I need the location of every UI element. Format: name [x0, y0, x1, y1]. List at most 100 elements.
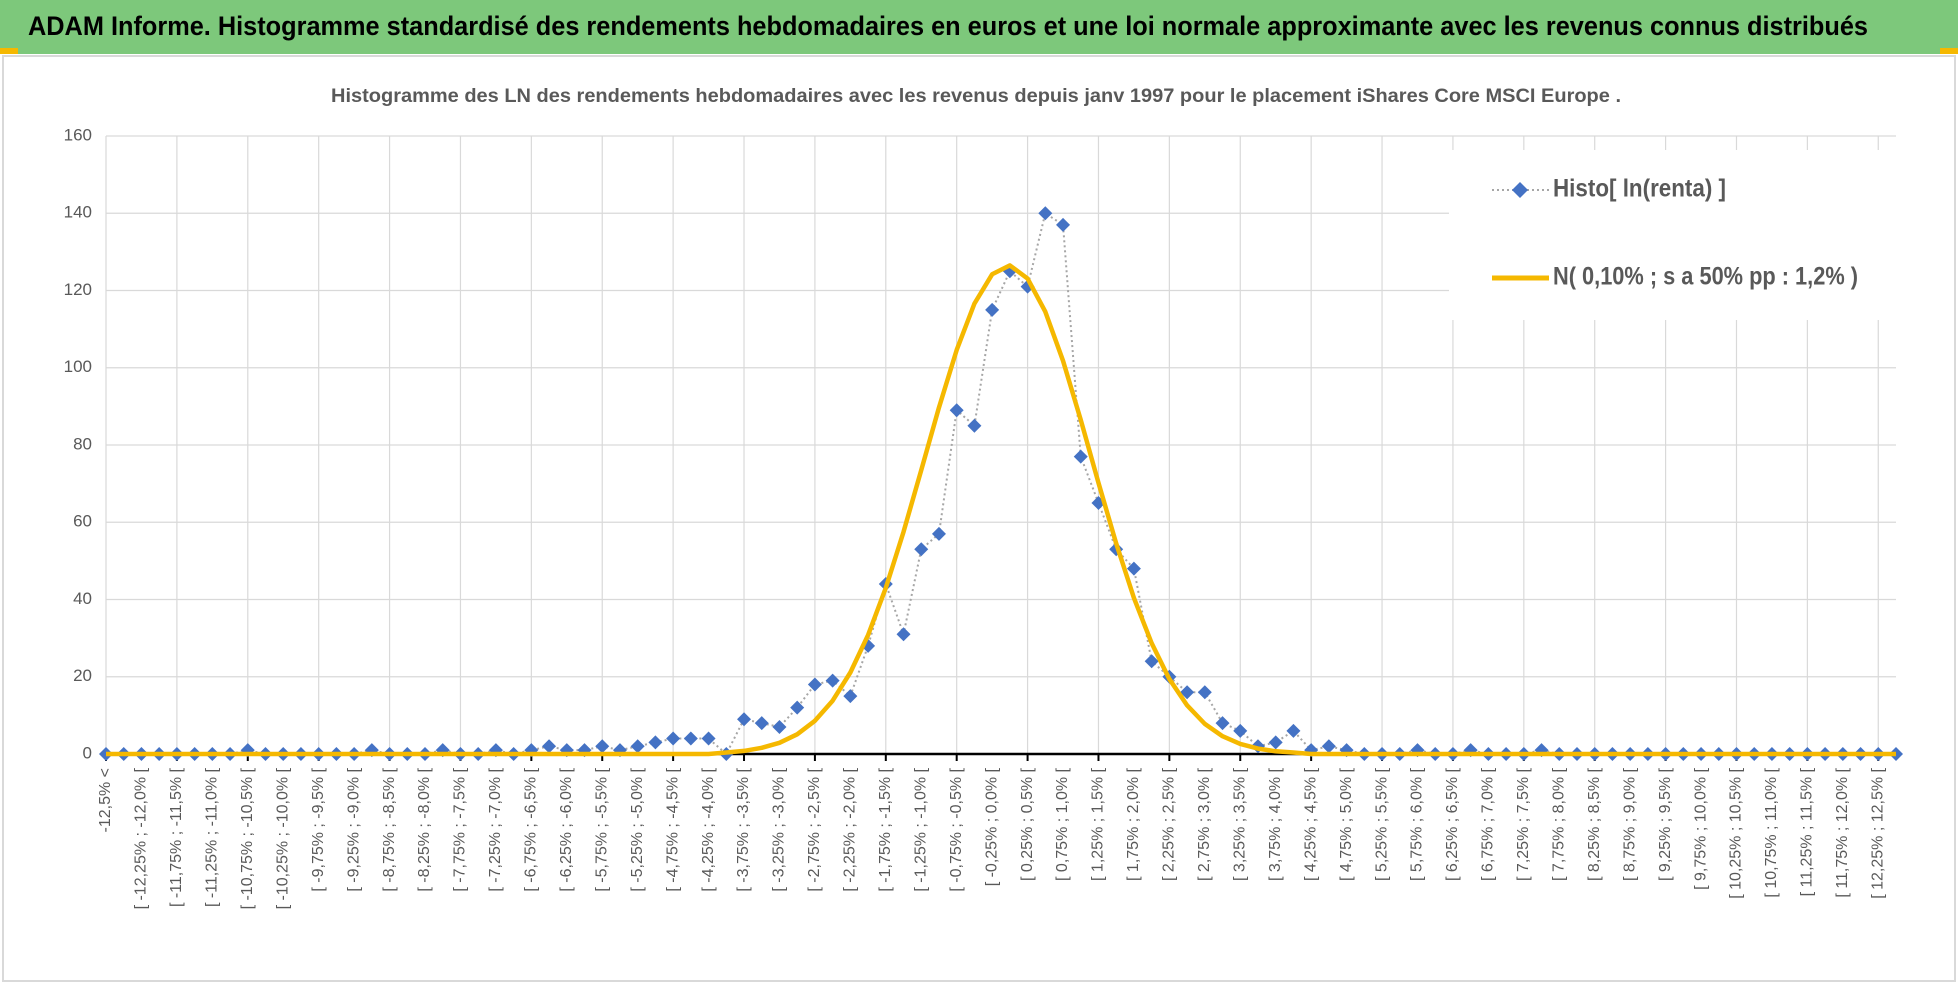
x-tick-label: [ 0,25% ; 0,5% [ [1019, 767, 1036, 881]
data-point [843, 689, 858, 704]
x-tick-label: [ -4,25% ; -4,0% [ [700, 767, 717, 891]
x-tick-label: [ 3,75% ; 4,0% [ [1267, 767, 1284, 881]
y-tick-label: 60 [73, 512, 92, 531]
page-title: ADAM Informe. Histogramme standardisé de… [28, 11, 1868, 41]
x-tick-label: [ -6,75% ; -6,5% [ [523, 767, 540, 891]
data-point [648, 735, 663, 750]
y-tick-label: 40 [73, 589, 92, 608]
chart-title: Histogramme des LN des rendements hebdom… [331, 86, 1621, 107]
x-tick-label: [ -11,25% ; -11,0% [ [204, 767, 221, 907]
data-point [542, 739, 557, 754]
x-tick-label: [ -1,75% ; -1,5% [ [877, 767, 894, 891]
x-tick-label: [ -7,75% ; -7,5% [ [452, 767, 469, 891]
data-point [666, 731, 681, 746]
x-tick-label: [ -4,75% ; -4,5% [ [664, 767, 681, 891]
x-tick-label: [ -10,25% ; -10,0% [ [274, 767, 291, 909]
x-tick-label: [ -9,25% ; -9,0% [ [345, 767, 362, 891]
x-tick-label: [ -9,75% ; -9,5% [ [310, 767, 327, 891]
x-tick-label: [ -2,75% ; -2,5% [ [806, 767, 823, 891]
x-tick-label: [ -1,25% ; -1,0% [ [912, 767, 929, 891]
data-point [595, 739, 610, 754]
x-tick-label: [ 8,25% ; 8,5% [ [1586, 767, 1603, 881]
data-point [807, 677, 822, 692]
data-point [1197, 685, 1212, 700]
data-point [1038, 206, 1053, 221]
data-point [1286, 723, 1301, 738]
y-tick-label: 20 [73, 666, 92, 685]
data-point [630, 739, 645, 754]
x-tick-label: [ 4,25% ; 4,5% [ [1302, 767, 1319, 881]
chart-frame [2, 55, 1956, 982]
x-tick-label: [ -0,75% ; -0,5% [ [948, 767, 965, 891]
legend-box [1449, 150, 1949, 320]
x-tick-label: [ -5,75% ; -5,5% [ [593, 767, 610, 891]
x-tick-label: [ -3,75% ; -3,5% [ [735, 767, 752, 891]
data-point [701, 731, 716, 746]
legend-label: Histo[ ln(renta) ] [1553, 175, 1726, 203]
data-point [1126, 561, 1141, 576]
x-tick-label: [ -11,75% ; -11,5% [ [168, 767, 185, 907]
data-point [790, 700, 805, 715]
data-point [1233, 723, 1248, 738]
legend-label: N( 0,10% ; s a 50% pp : 1,2% ) [1553, 263, 1858, 291]
data-point [949, 403, 964, 418]
x-tick-label: [ 8,75% ; 9,0% [ [1621, 767, 1638, 881]
x-tick-label: [ 12,25% ; 12,5% [ [1869, 767, 1886, 898]
data-point [1180, 685, 1195, 700]
x-tick-label: [ 3,25% ; 3,5% [ [1231, 767, 1248, 881]
y-tick-label: 0 [83, 743, 92, 762]
x-tick-label: [ 1,75% ; 2,0% [ [1125, 767, 1142, 881]
data-point [737, 712, 752, 727]
x-tick-label: [ 2,25% ; 2,5% [ [1161, 767, 1178, 881]
x-tick-label: [ -12,25% ; -12,0% [ [133, 767, 150, 909]
data-point [754, 716, 769, 731]
corner-accent [1940, 48, 1958, 54]
x-tick-label: [ 5,25% ; 5,5% [ [1373, 767, 1390, 881]
data-point [1056, 217, 1071, 232]
x-tick-label: [ 9,25% ; 9,5% [ [1657, 767, 1674, 881]
x-tick-label: [ 1,25% ; 1,5% [ [1090, 767, 1107, 881]
x-tick-label: [ 0,75% ; 1,0% [ [1054, 767, 1071, 881]
data-point [1321, 739, 1336, 754]
y-tick-label: 120 [64, 280, 92, 299]
x-tick-label: [ 11,75% ; 12,0% [ [1834, 767, 1851, 897]
data-point [1144, 654, 1159, 669]
x-tick-label: [ -10,75% ; -10,5% [ [239, 767, 256, 909]
y-tick-label: 100 [64, 357, 92, 376]
data-point [1215, 716, 1230, 731]
x-tick-label: [ -2,25% ; -2,0% [ [842, 767, 859, 891]
data-point [772, 719, 787, 734]
x-tick-label: [ 7,75% ; 8,0% [ [1550, 767, 1567, 881]
data-point [967, 418, 982, 433]
x-tick-label: [ 6,25% ; 6,5% [ [1444, 767, 1461, 881]
data-point [1268, 735, 1283, 750]
x-tick-label: [ 4,75% ; 5,0% [ [1338, 767, 1355, 881]
x-tick-label: [ 2,75% ; 3,0% [ [1196, 767, 1213, 881]
data-point [985, 302, 1000, 317]
x-tick-label: [ -0,25% ; 0,0% [ [983, 767, 1000, 886]
x-tick-label: [ 6,75% ; 7,0% [ [1480, 767, 1497, 881]
y-tick-label: 140 [64, 203, 92, 222]
x-tick-label: [ -3,25% ; -3,0% [ [771, 767, 788, 891]
legend-marker [1512, 182, 1528, 198]
data-point [931, 526, 946, 541]
y-tick-label: 160 [64, 125, 92, 144]
x-tick-label: [ 11,25% ; 11,5% [ [1799, 767, 1816, 896]
x-tick-label: [ 10,75% ; 11,0% [ [1763, 767, 1780, 897]
data-point [896, 627, 911, 642]
x-tick-label: [ -7,25% ; -7,0% [ [487, 767, 504, 891]
y-tick-label: 80 [73, 434, 92, 453]
corner-accent [0, 48, 18, 54]
series-line [106, 263, 1896, 757]
x-tick-label: [ 7,25% ; 7,5% [ [1515, 767, 1532, 881]
x-tick-label: [ -5,25% ; -5,0% [ [629, 767, 646, 891]
x-tick-label: [ 9,75% ; 10,0% [ [1692, 767, 1709, 889]
x-tick-label: -12,5% < [97, 768, 114, 832]
header-bar [0, 0, 1958, 54]
data-point [914, 542, 929, 557]
x-tick-label: [ -6,25% ; -6,0% [ [558, 767, 575, 891]
data-point [683, 731, 698, 746]
x-tick-label: [ -8,75% ; -8,5% [ [381, 767, 398, 891]
x-tick-label: [ 5,75% ; 6,0% [ [1409, 767, 1426, 881]
